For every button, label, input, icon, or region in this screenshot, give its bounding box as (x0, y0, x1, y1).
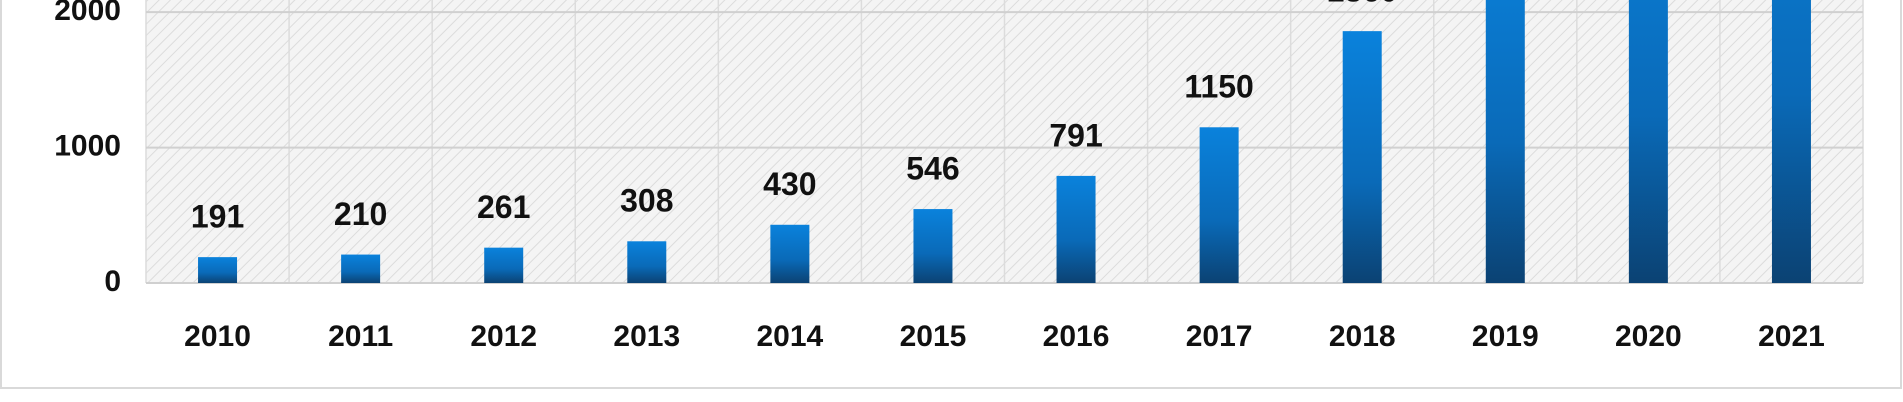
y-tick-label: 2000 (54, 0, 121, 27)
bar (1342, 31, 1382, 283)
value-label: 546 (906, 151, 959, 187)
value-label: 210 (334, 196, 387, 232)
x-tick-label: 2016 (1043, 320, 1110, 353)
x-tick-label: 2012 (470, 320, 537, 353)
x-tick-label: 2017 (1186, 320, 1253, 353)
bar (341, 254, 381, 283)
x-tick-label: 2015 (900, 320, 967, 353)
value-label: 791 (1049, 117, 1102, 153)
bar (1199, 127, 1239, 283)
bar (1771, 0, 1811, 283)
x-tick-label: 2018 (1329, 320, 1396, 353)
x-tick-label: 2011 (328, 320, 393, 353)
bar (1485, 0, 1525, 283)
y-tick-label: 0 (104, 265, 121, 298)
value-label: 261 (477, 189, 530, 225)
value-label: 191 (191, 199, 244, 235)
x-tick-label: 2019 (1472, 320, 1539, 353)
x-tick-label: 2020 (1615, 320, 1682, 353)
bar (913, 209, 953, 283)
bar (1628, 0, 1668, 283)
x-tick-label: 2010 (184, 320, 251, 353)
bar (484, 247, 524, 283)
bar (770, 224, 810, 283)
value-label: 1150 (1184, 69, 1253, 105)
x-tick-label: 2013 (613, 320, 680, 353)
y-tick-label: 1000 (54, 130, 121, 163)
x-tick-label: 2014 (757, 320, 824, 353)
value-label: 1860 (1327, 0, 1398, 9)
value-label: 308 (620, 183, 673, 219)
bar (1056, 175, 1096, 283)
x-tick-label: 2021 (1758, 320, 1825, 353)
chart-frame (0, 0, 1902, 389)
bar (627, 241, 667, 283)
bar (198, 257, 238, 283)
bars (198, 0, 1811, 283)
value-label: 430 (763, 166, 816, 202)
